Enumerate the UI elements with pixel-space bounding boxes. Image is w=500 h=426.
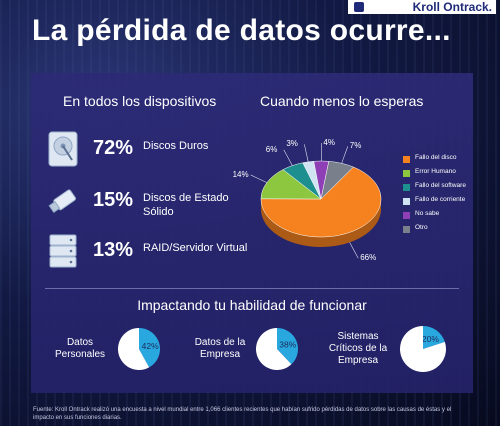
source-note: Fuente: Kroll Ontrack realizó una encues… — [33, 407, 452, 421]
impact-label-personal: Datos Personales — [54, 337, 106, 360]
impact-slice-remainder — [400, 326, 446, 372]
hard-drive-icon — [48, 131, 78, 167]
impact-pie-personal: 42% — [118, 328, 160, 370]
device-row-raid: 13% RAID/Servidor Virtual — [43, 233, 253, 273]
leader-line-error-humano — [250, 174, 267, 183]
legend-label: Fallo del disco — [415, 154, 457, 161]
legend-swatch — [403, 184, 410, 191]
pie-slice-otro — [320, 161, 354, 200]
data-label-fallo-del-disco: 66% — [360, 253, 377, 263]
impact-slice-sistemas-criticos-de-la-empresa — [423, 326, 445, 349]
legend-item-no-sabe: No sabe — [403, 209, 483, 223]
legend-swatch — [403, 198, 410, 205]
impact-slice-remainder — [256, 328, 292, 370]
devices-section-title: En todos los dispositivos — [63, 93, 217, 109]
pie-slice-error-humano — [260, 169, 322, 200]
data-label-no-sabe: 4% — [323, 138, 335, 147]
legend-swatch — [403, 226, 410, 233]
legend-swatch — [403, 212, 410, 219]
logo-mark-icon — [354, 2, 364, 12]
leader-line-fallo-del-disco — [349, 242, 359, 259]
impact-pct-label: 20% — [422, 334, 439, 344]
brand-logo: Kroll Ontrack. — [348, 0, 496, 14]
legend-item-fallo-de-corriente: Fallo de corriente — [403, 195, 483, 209]
impact-section-title: Impactando tu habilidad de funcionar — [137, 297, 367, 313]
impact-pct-label: 38% — [279, 340, 296, 350]
legend-item-fallo-del-disco: Fallo del disco — [403, 153, 483, 167]
data-label-error-humano: 14% — [232, 169, 249, 179]
impact-slice-datos-de-la-empresa — [277, 328, 298, 365]
data-label-fallo-del-software: 6% — [265, 144, 278, 154]
server-icon — [49, 234, 77, 268]
leader-line-fallo-del-software — [283, 149, 293, 166]
device-label: Discos de Estado Sólido — [143, 192, 229, 218]
usb-drive-icon — [48, 189, 76, 214]
data-label-otro: 7% — [349, 141, 362, 151]
leader-line-fallo-de-corriente — [304, 144, 309, 162]
data-label-fallo-de-corriente: 3% — [286, 139, 298, 149]
device-label: RAID/Servidor Virtual — [143, 242, 248, 254]
device-pct: 13% — [93, 239, 134, 261]
legend-label: No sabe — [415, 210, 440, 217]
device-pct: 72% — [93, 137, 134, 159]
device-label: Discos Duros — [143, 140, 209, 152]
section-divider — [45, 288, 459, 289]
legend-swatch — [403, 156, 410, 163]
impact-pie-criticos: 20% — [400, 326, 446, 372]
device-row-hard-drives: 72% Discos Duros — [43, 131, 253, 171]
pie-slice-fallo-del-disco — [260, 166, 382, 238]
device-pct: 15% — [93, 189, 134, 211]
leader-line-otro — [341, 146, 349, 164]
legend-label: Error Humano — [415, 168, 456, 175]
cause-legend: Fallo del disco Error Humano Fallo del sof… — [403, 153, 483, 237]
impact-pct-label: 42% — [142, 341, 159, 351]
legend-label: Otro — [415, 224, 428, 231]
impact-label-empresa: Datos de la Empresa — [194, 337, 246, 360]
impact-slice-remainder — [118, 328, 150, 370]
legend-item-fallo-del-software: Fallo del software — [403, 181, 483, 195]
page-title: La pérdida de datos ocurre... — [32, 14, 451, 47]
impact-slice-datos-personales — [139, 328, 160, 368]
cause-pie-chart — [250, 142, 382, 259]
legend-swatch — [403, 170, 410, 177]
legend-label: Fallo del software — [415, 182, 466, 189]
legend-item-error-humano: Error Humano — [403, 167, 483, 181]
legend-item-otro: Otro — [403, 223, 483, 237]
legend-label: Fallo de corriente — [415, 196, 466, 203]
impact-pie-empresa: 38% — [256, 328, 298, 370]
causes-section-title: Cuando menos lo esperas — [260, 93, 424, 109]
infographic-panel: En todos los dispositivos Cuando menos l… — [31, 73, 473, 393]
device-row-ssd: 15% Discos de Estado Sólido — [43, 183, 253, 223]
impact-label-criticos: Sistemas Críticos de la Empresa — [328, 331, 388, 366]
logo-text: Kroll Ontrack. — [412, 0, 492, 14]
